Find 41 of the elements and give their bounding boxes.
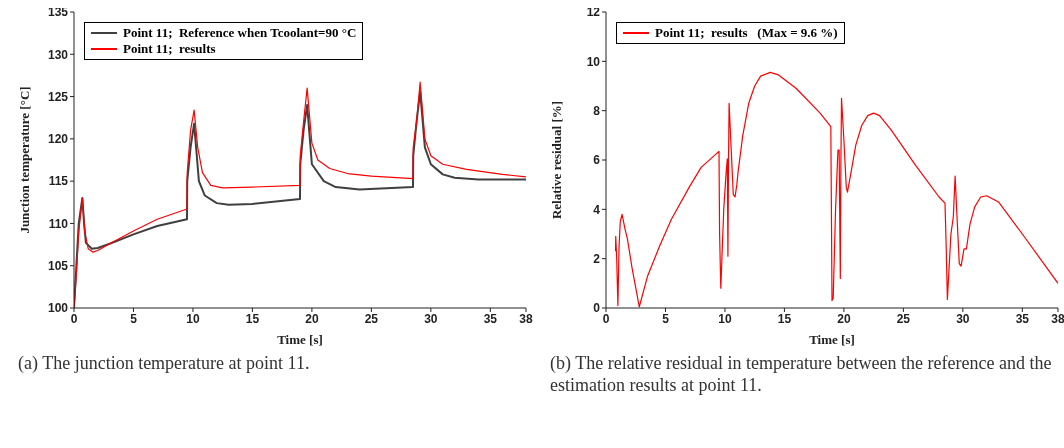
y-tick-label: 10: [586, 54, 601, 69]
y-tick-label: 4: [593, 202, 601, 217]
y-tick-label: 0: [593, 301, 601, 316]
y-tick-label: 100: [47, 301, 69, 316]
x-axis-title: Time [s]: [809, 332, 855, 347]
x-tick-label: 35: [483, 311, 498, 326]
x-tick-label: 10: [718, 311, 732, 326]
x-tick-label: 25: [364, 311, 379, 326]
x-tick-label: 30: [956, 311, 970, 326]
y-axis-title: Relative residual [%]: [548, 100, 564, 220]
x-tick-label: 25: [896, 311, 911, 326]
y-tick-label: 120: [47, 132, 69, 147]
x-tick-label: 20: [837, 311, 851, 326]
y-tick-label: 12: [586, 5, 601, 20]
y-axis-title: Junction temperature [°C]: [16, 86, 32, 234]
x-tick-label: 10: [186, 311, 200, 326]
text: (a) The junction temperature at point 11.: [17, 352, 311, 374]
y-tick-label: 2: [593, 251, 601, 266]
x-axis-title: Time [s]: [277, 332, 323, 347]
line-series: [614, 71, 1058, 308]
x-tick-label: 15: [245, 311, 260, 326]
y-tick-label: 110: [48, 216, 69, 231]
y-tick-label: 115: [48, 174, 69, 189]
x-tick-label: 35: [1015, 311, 1030, 326]
y-tick-label: 6: [593, 153, 601, 168]
x-tick-label: 38: [1051, 311, 1064, 326]
x-tick-label: 15: [777, 311, 792, 326]
y-tick-label: 130: [47, 47, 69, 62]
y-tick-label: 135: [47, 5, 69, 20]
x-tick-label: 20: [305, 311, 319, 326]
legend-label: Point 11; results (Max = 9.6 %): [655, 25, 838, 41]
y-tick-label: 8: [593, 103, 601, 118]
y-tick-label: 105: [47, 258, 69, 273]
x-tick-label: 30: [424, 311, 438, 326]
x-tick-label: 38: [519, 311, 533, 326]
x-tick-label: 5: [130, 311, 138, 326]
legend-label: Point 11; results: [123, 41, 216, 57]
text: (b) The relative residual in temperature between the reference and the estimation results at point 11.: [549, 352, 1053, 396]
legend-label: Point 11; Reference when Tcoolant=90 °C: [123, 25, 357, 41]
y-tick-label: 125: [47, 89, 69, 104]
x-tick-label: 5: [662, 311, 670, 326]
